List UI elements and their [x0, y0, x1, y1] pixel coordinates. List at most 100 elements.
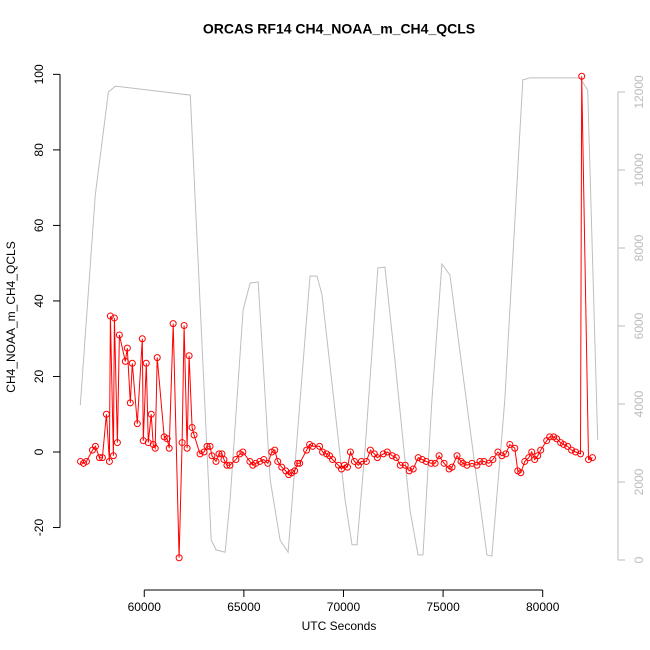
data-point — [494, 448, 502, 456]
y-tick-label: 100 — [32, 64, 46, 84]
data-point — [200, 448, 208, 456]
data-point — [577, 450, 585, 458]
data-point — [178, 439, 186, 447]
y2-tick-label: 0 — [632, 556, 646, 563]
data-point — [366, 446, 374, 454]
data-point — [128, 359, 136, 367]
y-tick-label: 80 — [32, 143, 46, 157]
data-point — [223, 461, 231, 469]
data-point — [435, 452, 443, 460]
data-point — [517, 469, 525, 477]
data-point — [105, 457, 113, 465]
data-point — [329, 456, 337, 464]
data-point — [185, 352, 193, 360]
x-axis-label: UTC Seconds — [302, 619, 377, 633]
data-point — [180, 321, 188, 329]
data-point — [142, 359, 150, 367]
data-point — [260, 456, 268, 464]
data-point — [453, 452, 461, 460]
data-point — [110, 314, 118, 322]
data-point — [183, 444, 191, 452]
data-point — [418, 456, 426, 464]
data-point — [106, 312, 114, 320]
data-point — [401, 461, 409, 469]
data-point — [459, 459, 467, 467]
data-point — [346, 448, 354, 456]
data-point — [291, 467, 299, 475]
x-tick-label: 70000 — [327, 600, 361, 614]
data-point — [212, 457, 220, 465]
data-point — [506, 440, 514, 448]
data-point — [303, 446, 311, 454]
data-point — [485, 459, 493, 467]
y2-tick-label: 6000 — [632, 312, 646, 339]
y-axis-label: CH4_NOAA_m_CH4_QCLS — [4, 241, 18, 392]
data-point — [578, 72, 586, 80]
data-point — [546, 433, 554, 441]
data-point — [383, 448, 391, 456]
data-point — [188, 423, 196, 431]
data-point — [373, 454, 381, 462]
data-point — [534, 452, 542, 460]
data-point — [274, 457, 282, 465]
data-point — [190, 431, 198, 439]
data-point — [113, 439, 121, 447]
data-point — [121, 357, 129, 365]
data-point — [405, 467, 413, 475]
data-point — [264, 459, 272, 467]
y-tick-label: 60 — [32, 218, 46, 232]
y2-tick-label: 4000 — [632, 390, 646, 417]
data-point — [208, 452, 216, 460]
data-point — [149, 440, 157, 448]
data-point — [98, 454, 106, 462]
y2-axis: 0 2000 4000 6000 8000 10000 12000 — [617, 75, 646, 563]
data-point — [256, 457, 264, 465]
data-point — [138, 335, 146, 343]
y-tick-label: 20 — [32, 369, 46, 383]
data-point — [427, 459, 435, 467]
data-point — [489, 456, 497, 464]
data-point — [232, 456, 240, 464]
data-point — [163, 435, 171, 443]
x-tick-label: 60000 — [128, 600, 162, 614]
data-point — [448, 463, 456, 471]
data-point — [357, 457, 365, 465]
data-point — [379, 450, 387, 458]
data-point — [502, 450, 510, 458]
data-point — [252, 459, 260, 467]
data-point — [271, 446, 279, 454]
data-point — [362, 457, 370, 465]
x-tick-label: 75000 — [426, 600, 460, 614]
data-point — [175, 554, 183, 562]
data-point — [95, 454, 103, 462]
data-point — [220, 456, 228, 464]
data-point — [528, 448, 536, 456]
data-point — [123, 344, 131, 352]
data-point — [296, 459, 304, 467]
data-point — [196, 450, 204, 458]
series-line — [80, 76, 593, 558]
data-point — [431, 459, 439, 467]
data-point — [392, 454, 400, 462]
y-tick-label: -20 — [32, 519, 46, 537]
y2-tick-label: 12000 — [632, 75, 646, 109]
data-point — [215, 450, 223, 458]
data-point — [91, 442, 99, 450]
data-point — [564, 442, 572, 450]
data-point — [165, 444, 173, 452]
data-point — [226, 461, 234, 469]
data-point — [147, 410, 155, 418]
x-tick-label: 80000 — [526, 600, 560, 614]
data-point — [350, 457, 358, 465]
data-point — [409, 465, 417, 473]
data-point — [525, 454, 533, 462]
data-point — [278, 463, 286, 471]
data-point — [585, 456, 593, 464]
y2-tick-label: 8000 — [632, 234, 646, 261]
data-point — [309, 442, 317, 450]
data-point — [206, 442, 214, 450]
data-point — [440, 459, 448, 467]
data-point — [115, 331, 123, 339]
data-point — [560, 440, 568, 448]
